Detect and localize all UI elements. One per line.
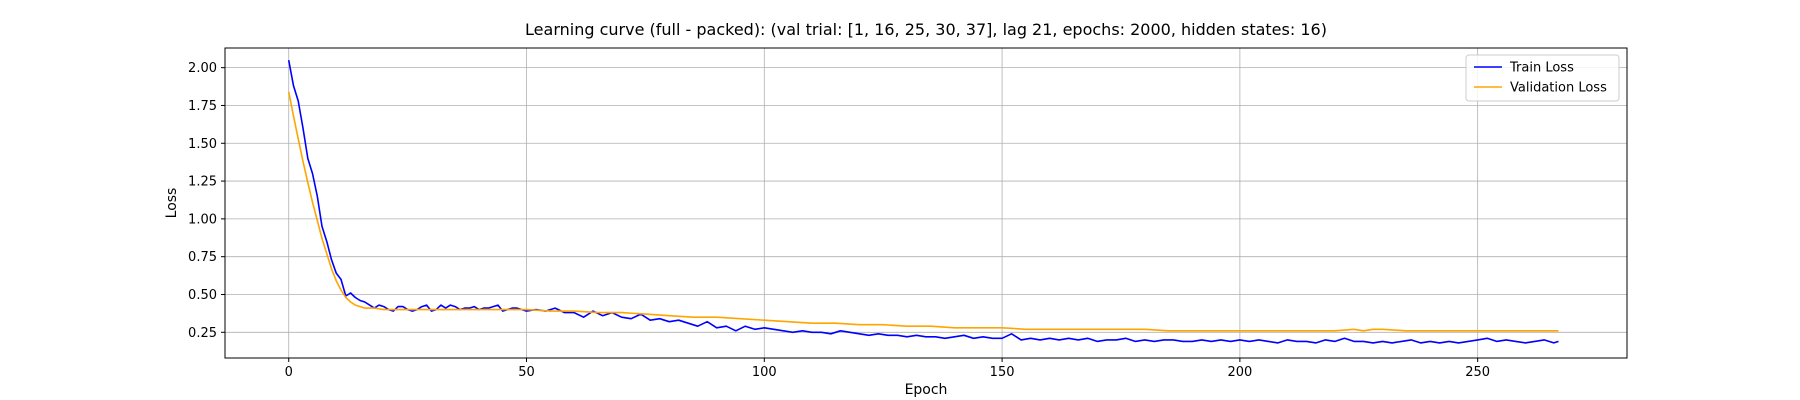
y-tick-label: 0.50 <box>188 288 217 303</box>
y-tick-label: 2.00 <box>188 61 217 76</box>
grid-lines <box>225 48 1627 358</box>
y-tick-label: 1.50 <box>188 137 217 152</box>
plot-frame <box>224 47 1628 359</box>
y-tick-label: 1.25 <box>188 175 217 190</box>
y-tick-label: 1.00 <box>188 212 217 227</box>
legend-box <box>1465 54 1620 102</box>
y-axis-ticks: 0.25 0.50 0.75 1.00 1.25 1.50 1.75 2.00 <box>188 61 225 341</box>
train-loss-line <box>287 59 1559 344</box>
x-axis-ticks: 0 50 100 150 200 250 <box>285 358 1490 380</box>
chart-title: Learning curve (full - packed): (val tri… <box>525 20 1327 39</box>
y-tick-label: 0.75 <box>188 250 217 265</box>
x-tick-label: 50 <box>518 365 535 380</box>
y-tick-label: 1.75 <box>188 99 217 114</box>
x-tick-label: 0 <box>285 365 293 380</box>
x-tick-label: 150 <box>990 365 1015 380</box>
x-tick-label: 250 <box>1465 365 1490 380</box>
x-axis-label: Epoch <box>905 382 948 398</box>
x-tick-label: 200 <box>1227 365 1252 380</box>
validation-loss-line <box>287 91 1559 332</box>
legend-validation-label: Validation Loss <box>1510 81 1607 96</box>
legend-train-label: Train Loss <box>1509 61 1574 76</box>
y-tick-label: 0.25 <box>188 326 217 341</box>
legend: Train Loss Validation Loss <box>1465 54 1620 102</box>
series-layer <box>287 59 1559 344</box>
y-axis-label: Loss <box>164 188 180 219</box>
x-tick-label: 100 <box>752 365 777 380</box>
